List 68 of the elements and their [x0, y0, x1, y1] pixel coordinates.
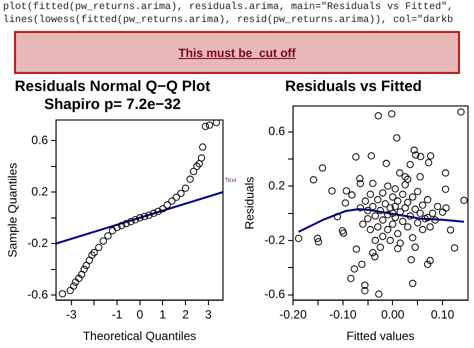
point — [95, 244, 102, 252]
point — [88, 252, 96, 259]
y-axis-title: Sample Quantiles — [6, 162, 20, 258]
point — [113, 224, 121, 232]
point — [186, 176, 194, 183]
x-tick-label: 3 — [205, 308, 212, 322]
point — [82, 262, 90, 270]
point — [58, 290, 66, 298]
x-tick-label: -0.10 — [329, 308, 357, 322]
point — [199, 143, 206, 151]
x-axis-title: Fitted values — [346, 329, 415, 344]
point — [100, 237, 107, 245]
point — [206, 122, 214, 129]
point — [164, 201, 171, 209]
point — [132, 216, 139, 224]
x-tick-label: 0 — [136, 308, 144, 322]
x-tick-label: 2 — [182, 308, 190, 322]
y-tick-label: 0.2 — [268, 178, 286, 192]
point — [90, 248, 98, 256]
x-tick-label: 1 — [159, 308, 166, 322]
x-axis-title: Theoretical Quantiles — [82, 329, 196, 344]
x-tick-label: 0.00 — [381, 308, 405, 322]
point — [72, 278, 80, 286]
point — [193, 162, 201, 170]
y-tick-label: -0.6 — [27, 287, 48, 302]
y-axis-title: Residuals — [242, 176, 257, 230]
y-tick-label: -0.6 — [264, 287, 286, 302]
point — [182, 184, 190, 192]
point — [159, 205, 166, 212]
chart-title: Residuals Normal Q−Q Plot — [14, 78, 210, 96]
point — [86, 256, 94, 264]
text: This must be cut off — [14, 31, 460, 74]
point — [136, 214, 144, 222]
y-tick-label: 0.6 — [31, 132, 48, 147]
point — [198, 154, 206, 162]
point — [75, 274, 83, 282]
point — [127, 218, 134, 226]
y-tick-label: 0.6 — [268, 124, 286, 138]
point — [212, 120, 220, 126]
chart-title: Residuals vs Fitted — [285, 78, 422, 96]
point — [140, 212, 148, 220]
point — [80, 266, 88, 273]
point — [168, 197, 176, 205]
point — [177, 190, 185, 198]
point — [104, 232, 112, 240]
x-tick-label: 0.10 — [430, 308, 455, 322]
text: plot(fitted(pw_returns.arima), residuals.arima, main="Residuals vs Fitted", — [3, 2, 454, 13]
point — [196, 160, 203, 168]
y-tick-label: -0.2 — [264, 232, 286, 247]
point — [145, 212, 153, 219]
point — [150, 210, 158, 217]
y-tick-label: 0.2 — [31, 184, 48, 198]
point — [154, 208, 162, 216]
point — [66, 286, 74, 294]
point — [172, 194, 180, 201]
point — [118, 222, 126, 230]
x-tick-label: -0.20 — [279, 308, 308, 322]
point — [108, 227, 116, 234]
y-tick-label: -0.2 — [27, 236, 48, 250]
x-tick-label: -3 — [66, 308, 78, 322]
point — [190, 168, 198, 176]
point — [70, 282, 78, 290]
point — [78, 270, 86, 278]
point — [122, 220, 130, 228]
point — [202, 122, 210, 130]
x-tick-label: -1 — [112, 308, 123, 322]
text: lines(lowess(fitted(pw_returns.arima), resid(pw_returns.arima)), col="darkb — [3, 15, 454, 26]
chart-subtitle: Shapiro p= 7.2e−32 — [44, 96, 181, 114]
